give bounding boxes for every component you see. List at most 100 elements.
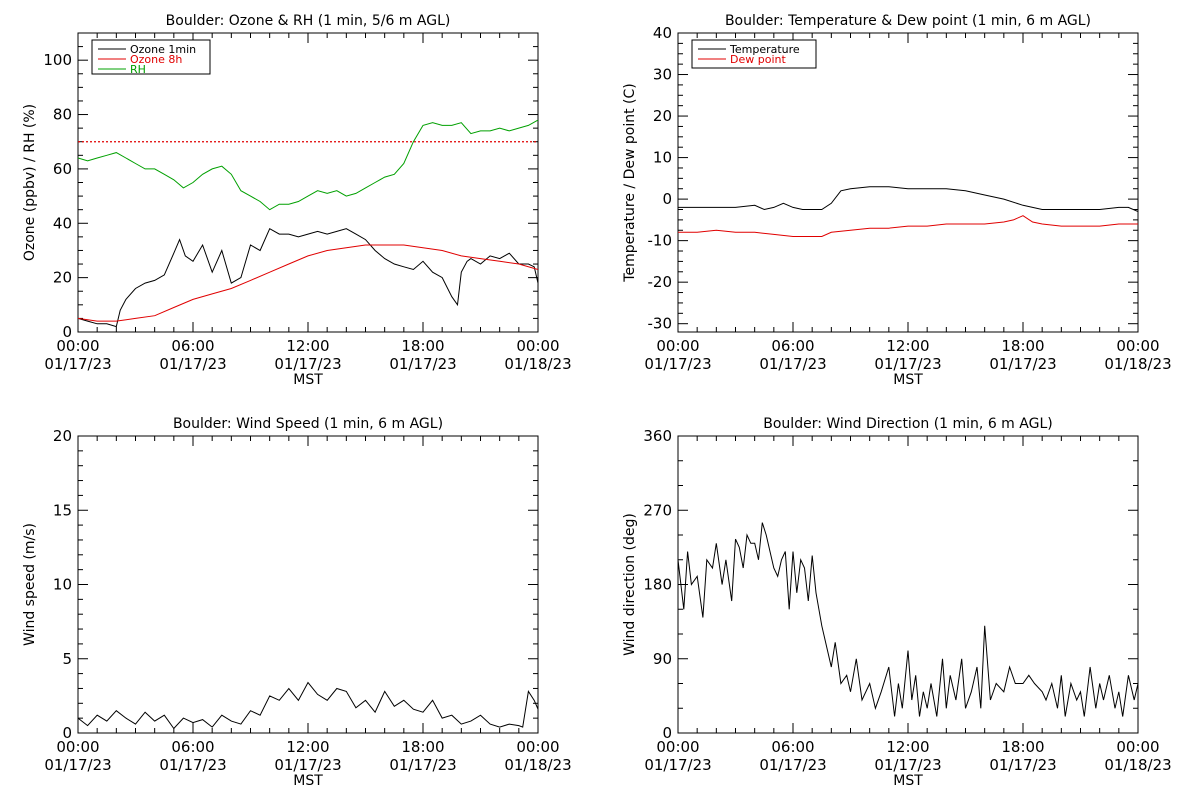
x-tick-label-date: 01/18/23 <box>504 355 571 373</box>
y-axis-label: Wind direction (deg) <box>622 513 638 656</box>
y-axis-label: Wind speed (m/s) <box>22 523 38 646</box>
y-tick-label: 30 <box>653 66 672 84</box>
series-line-ozone-8h <box>78 244 538 322</box>
x-tick-label-time: 18:00 <box>1001 738 1044 756</box>
legend-box <box>691 39 817 69</box>
y-tick-label: 360 <box>643 427 672 445</box>
x-tick-label-date: 01/17/23 <box>159 355 226 373</box>
x-tick-label-time: 00:00 <box>656 337 699 355</box>
y-tick-label: 10 <box>653 149 672 167</box>
legend-entry: Ozone 1min <box>130 43 196 56</box>
y-axis-label: Ozone (ppbv) / RH (%) <box>22 104 38 261</box>
x-tick-label-time: 12:00 <box>286 738 329 756</box>
series-line-ozone-1min <box>78 227 538 328</box>
x-tick-label-time: 00:00 <box>516 738 559 756</box>
x-tick-label-date: 01/17/23 <box>274 355 341 373</box>
y-tick-label: 0 <box>62 323 72 341</box>
y-tick-label: -30 <box>648 315 673 333</box>
x-tick-label-date: 01/17/23 <box>644 355 711 373</box>
legend-entry: RH <box>130 63 146 76</box>
y-tick-label: 0 <box>62 724 72 742</box>
x-axis-label: MST <box>293 372 323 388</box>
chart-panel-1: Boulder: Ozone & RH (1 min, 5/6 m AGL) 0 2… <box>22 13 572 388</box>
series-line-rh <box>78 119 538 211</box>
x-tick-label-date: 01/17/23 <box>874 355 941 373</box>
x-tick-label-time: 00:00 <box>1116 738 1159 756</box>
x-tick-label-date: 01/17/23 <box>389 756 456 774</box>
x-tick-label-date: 01/17/23 <box>874 756 941 774</box>
chart-panel-3: Boulder: Wind Speed (1 min, 6 m AGL) 0 5 10… <box>22 416 572 789</box>
series-line-1 <box>678 522 1138 717</box>
y-axis-label: Temperature / Dew point (C) <box>622 83 638 282</box>
x-tick-label-time: 18:00 <box>401 738 444 756</box>
plot-frame <box>677 32 1139 333</box>
chart-panel-4: Boulder: Wind Direction (1 min, 6 m AGL)… <box>622 416 1172 789</box>
y-tick-label: 5 <box>62 650 72 668</box>
chart-title: Boulder: Wind Direction (1 min, 6 m AGL) <box>763 416 1052 432</box>
y-tick-label: 0 <box>662 190 672 208</box>
plot-frame <box>77 32 539 333</box>
y-tick-label: 15 <box>53 501 72 519</box>
x-tick-label-date: 01/17/23 <box>44 355 111 373</box>
x-tick-label-time: 18:00 <box>1001 337 1044 355</box>
y-tick-label: 40 <box>53 214 72 232</box>
y-tick-label: 270 <box>643 501 672 519</box>
y-tick-label: 180 <box>643 576 672 594</box>
x-tick-label-time: 12:00 <box>286 337 329 355</box>
x-tick-label-date: 01/17/23 <box>989 756 1056 774</box>
x-tick-label-time: 18:00 <box>401 337 444 355</box>
chart-panel-2: Boulder: Temperature & Dew point (1 min,… <box>622 13 1172 388</box>
y-tick-label: 100 <box>43 51 72 69</box>
x-tick-label-date: 01/17/23 <box>759 756 826 774</box>
x-tick-label-date: 01/17/23 <box>159 756 226 774</box>
x-tick-label-date: 01/17/23 <box>274 756 341 774</box>
plot-frame <box>77 435 539 734</box>
x-tick-label-time: 06:00 <box>171 337 214 355</box>
legend-entry: Temperature <box>729 43 800 56</box>
series-line-dew-point <box>678 215 1138 237</box>
legend-entry: Dew point <box>730 53 786 66</box>
x-tick-label-date: 01/17/23 <box>644 756 711 774</box>
y-tick-label: 60 <box>53 160 72 178</box>
y-tick-label: 20 <box>53 427 72 445</box>
x-axis-label: MST <box>893 773 923 789</box>
x-tick-label-time: 12:00 <box>886 337 929 355</box>
x-axis-label: MST <box>293 773 323 789</box>
x-tick-label-time: 00:00 <box>656 738 699 756</box>
y-tick-label: 0 <box>662 724 672 742</box>
x-axis-label: MST <box>893 372 923 388</box>
legend-entry: Ozone 8h <box>130 53 182 66</box>
x-tick-label-date: 01/17/23 <box>759 355 826 373</box>
y-tick-label: 20 <box>53 269 72 287</box>
plot-frame <box>677 435 1139 734</box>
x-tick-label-date: 01/17/23 <box>44 756 111 774</box>
series-line-1 <box>78 681 538 730</box>
x-tick-label-time: 06:00 <box>171 738 214 756</box>
chart-title: Boulder: Temperature & Dew point (1 min,… <box>725 13 1091 29</box>
x-tick-label-time: 00:00 <box>56 738 99 756</box>
x-tick-label-date: 01/18/23 <box>1104 756 1171 774</box>
series-line-temperature <box>678 186 1138 213</box>
y-tick-label: 80 <box>53 106 72 124</box>
x-tick-label-time: 00:00 <box>1116 337 1159 355</box>
y-tick-label: -10 <box>648 232 673 250</box>
x-tick-label-time: 00:00 <box>56 337 99 355</box>
x-tick-label-date: 01/17/23 <box>989 355 1056 373</box>
y-tick-label: 20 <box>653 107 672 125</box>
x-tick-label-date: 01/18/23 <box>1104 355 1171 373</box>
x-tick-label-time: 12:00 <box>886 738 929 756</box>
x-tick-label-time: 00:00 <box>516 337 559 355</box>
x-tick-label-date: 01/17/23 <box>389 355 456 373</box>
x-tick-label-time: 06:00 <box>771 337 814 355</box>
y-tick-label: -20 <box>648 273 673 291</box>
x-tick-label-time: 06:00 <box>771 738 814 756</box>
x-tick-label-date: 01/18/23 <box>504 756 571 774</box>
chart-title: Boulder: Ozone & RH (1 min, 5/6 m AGL) <box>166 13 451 29</box>
y-tick-label: 10 <box>53 576 72 594</box>
legend-box <box>91 39 211 75</box>
chart-title: Boulder: Wind Speed (1 min, 6 m AGL) <box>173 416 443 432</box>
